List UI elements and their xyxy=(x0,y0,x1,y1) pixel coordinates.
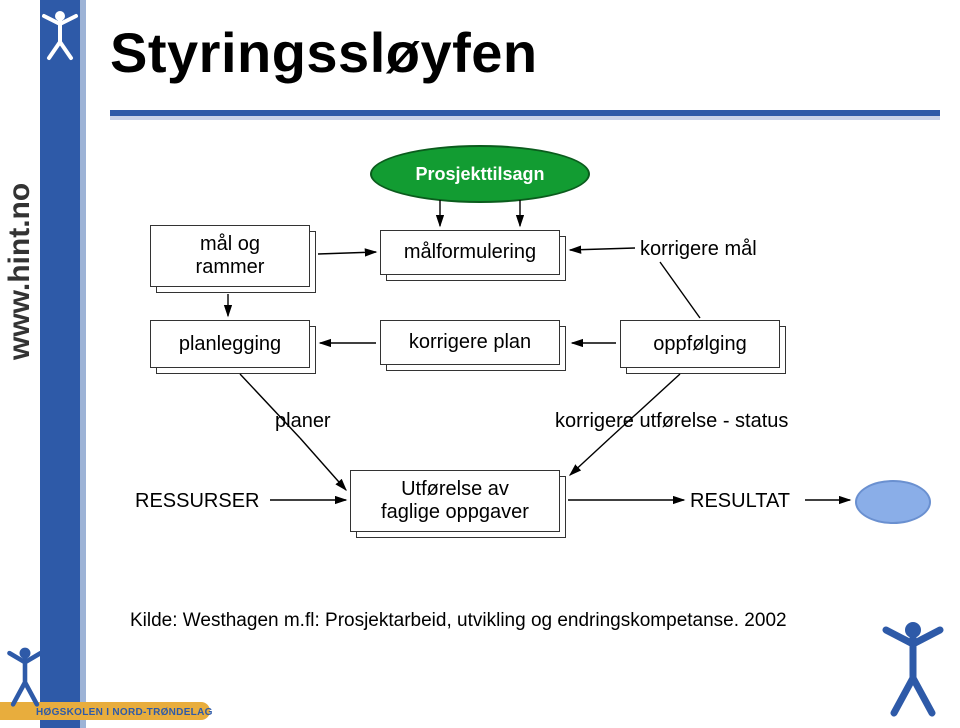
person-icon xyxy=(2,644,48,708)
slide-title: Styringssløyfen xyxy=(110,20,538,85)
box-label: oppfølging xyxy=(653,333,746,356)
box-front: Utførelse av faglige oppgaver xyxy=(350,470,560,532)
label-korrigere-mal: korrigere mål xyxy=(640,238,757,261)
label-korrigere-utforelse: korrigere utførelse - status xyxy=(555,410,788,433)
box-front: målformulering xyxy=(380,230,560,275)
box-planlegging: planlegging xyxy=(150,320,310,368)
logo-text: HØGSKOLEN I NORD-TRØNDELAG xyxy=(36,707,213,718)
box-oppfolging: oppfølging xyxy=(620,320,780,368)
box-utforelse: Utførelse av faglige oppgaver xyxy=(350,470,560,532)
slide-stage: www.hint.no Styringssløyfen Prosjekttils… xyxy=(0,0,960,728)
box-label: målformulering xyxy=(404,241,536,264)
side-url-text: www.hint.no xyxy=(3,183,37,360)
box-korrigere-plan: korrigere plan xyxy=(380,320,560,365)
footer-source: Kilde: Westhagen m.fl: Prosjektarbeid, u… xyxy=(130,610,787,632)
box-malformulering: målformulering xyxy=(380,230,560,275)
box-front: planlegging xyxy=(150,320,310,368)
box-label-line2: rammer xyxy=(196,256,265,278)
box-mal-og-rammer: mål og rammer xyxy=(150,225,310,287)
box-label-line1: mål og xyxy=(200,233,260,255)
label-ressurser: RESSURSER xyxy=(135,490,259,513)
node-prosjekttilsagn: Prosjekttilsagn xyxy=(370,145,590,203)
box-label-line2: faglige oppgaver xyxy=(381,501,529,523)
person-icon xyxy=(878,618,948,718)
left-accent-bar xyxy=(40,0,80,728)
node-prosjekttilsagn-label: Prosjekttilsagn xyxy=(415,164,544,185)
person-icon xyxy=(32,6,88,62)
box-front: korrigere plan xyxy=(380,320,560,365)
box-front: mål og rammer xyxy=(150,225,310,287)
label-planer: planer xyxy=(275,410,331,433)
label-resultat: RESULTAT xyxy=(690,490,790,513)
box-label: planlegging xyxy=(179,333,281,356)
box-label: korrigere plan xyxy=(409,331,531,354)
left-accent-bar-shadow xyxy=(80,0,86,728)
box-label-line1: Utførelse av xyxy=(401,478,509,500)
logo-area: HØGSKOLEN I NORD-TRØNDELAG xyxy=(0,648,260,728)
node-result-ellipse xyxy=(855,480,931,524)
title-rule xyxy=(110,110,940,116)
box-front: oppfølging xyxy=(620,320,780,368)
